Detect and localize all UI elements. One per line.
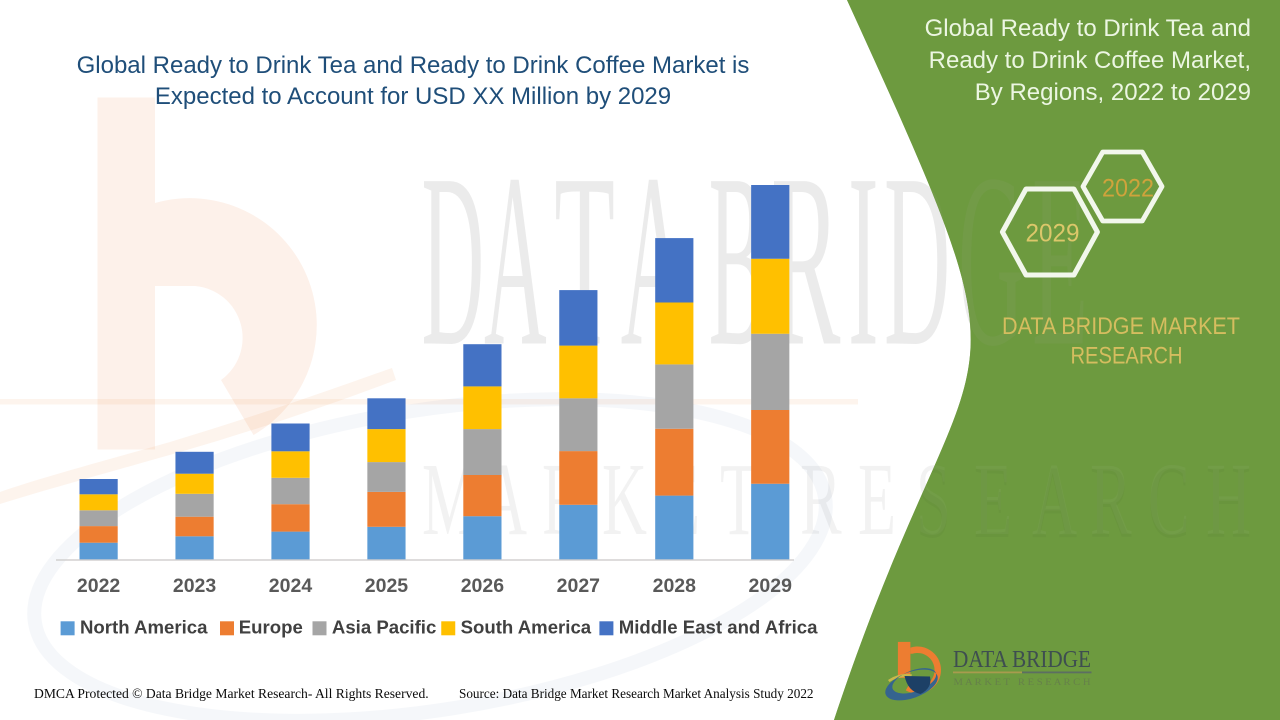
svg-text:2029: 2029: [749, 575, 793, 597]
svg-text:2025: 2025: [365, 575, 409, 597]
svg-text:H: H: [1206, 442, 1251, 557]
svg-text:2024: 2024: [269, 575, 313, 597]
svg-text:Asia Pacific: Asia Pacific: [332, 617, 436, 638]
svg-text:R: R: [1090, 442, 1132, 557]
svg-text:A: A: [1032, 442, 1077, 557]
svg-text:E: E: [974, 445, 1012, 560]
svg-text:Middle East and Africa: Middle East and Africa: [619, 617, 818, 638]
svg-text:2029: 2029: [1026, 220, 1080, 248]
svg-text:Europe: Europe: [239, 617, 303, 638]
svg-text:I: I: [848, 123, 879, 398]
svg-text:2022: 2022: [1102, 175, 1154, 203]
svg-text:E: E: [858, 442, 896, 557]
svg-text:R: R: [800, 442, 842, 557]
svg-text:E: E: [974, 442, 1012, 557]
svg-text:DATA BRIDGE: DATA BRIDGE: [953, 647, 1091, 673]
svg-text:2026: 2026: [461, 575, 505, 597]
svg-text:North America: North America: [80, 617, 208, 638]
svg-text:South America: South America: [461, 617, 592, 638]
svg-text:2023: 2023: [173, 575, 217, 597]
svg-text:A: A: [1032, 445, 1077, 560]
svg-text:2028: 2028: [653, 575, 697, 597]
svg-text:R: R: [1090, 445, 1132, 560]
svg-text:C: C: [1148, 442, 1190, 557]
svg-text:H: H: [1206, 445, 1251, 560]
svg-text:M A R K E T R E S E A R C H: M A R K E T R E S E A R C H: [954, 677, 1092, 687]
svg-text:C: C: [1148, 445, 1190, 560]
svg-text:RESEARCH: RESEARCH: [1071, 342, 1183, 369]
svg-text:K: K: [602, 442, 647, 557]
svg-text:2027: 2027: [557, 575, 600, 597]
svg-text:E: E: [1032, 123, 1088, 398]
svg-text:DATA BRIDGE MARKET: DATA BRIDGE MARKET: [1002, 313, 1240, 340]
svg-text:2022: 2022: [77, 575, 121, 597]
